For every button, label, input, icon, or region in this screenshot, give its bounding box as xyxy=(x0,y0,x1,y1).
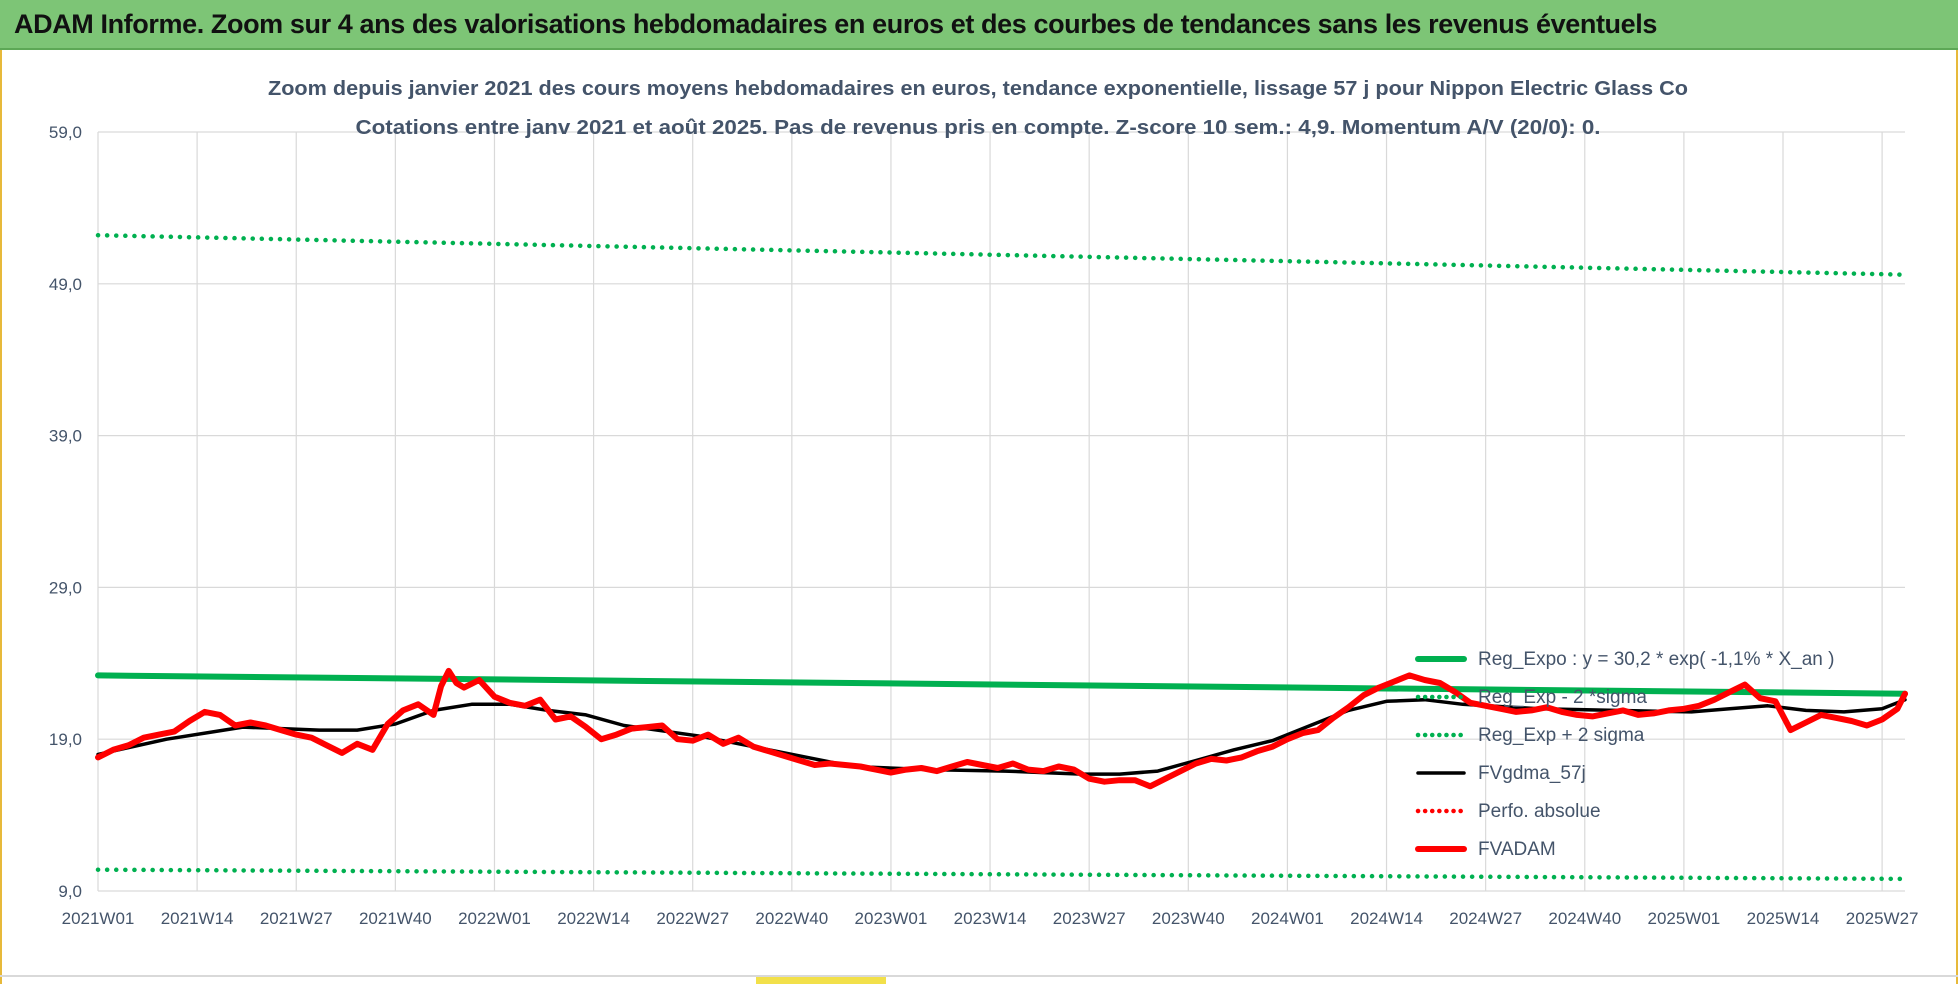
x-tick-label: 2024W14 xyxy=(1350,909,1423,928)
x-tick-label: 2021W01 xyxy=(62,909,135,928)
x-tick-label: 2025W14 xyxy=(1747,909,1820,928)
chart-frame-bottom xyxy=(0,975,1958,977)
x-tick-label: 2023W14 xyxy=(954,909,1027,928)
x-tick-label: 2024W40 xyxy=(1548,909,1621,928)
report-banner: ADAM Informe. Zoom sur 4 ans des valoris… xyxy=(0,0,1958,50)
chart-title: Zoom depuis janvier 2021 des cours moyen… xyxy=(268,78,1688,100)
series-line-reg_exp-1 xyxy=(95,867,1908,882)
x-tick-label: 2022W27 xyxy=(656,909,729,928)
x-tick-label: 2023W27 xyxy=(1053,909,1126,928)
legend-label: FVADAM xyxy=(1478,839,1556,860)
y-tick-label: 59,0 xyxy=(49,123,82,142)
chart-subtitle: Cotations entre janv 2021 et août 2025. … xyxy=(356,117,1601,139)
y-tick-label: 9,0 xyxy=(58,882,82,901)
line-chart: Zoom depuis janvier 2021 des cours moyen… xyxy=(49,78,1919,928)
scroll-marker xyxy=(756,977,886,984)
x-tick-label: 2022W01 xyxy=(458,909,531,928)
y-tick-label: 19,0 xyxy=(49,730,82,749)
y-tick-label: 29,0 xyxy=(49,578,82,597)
x-tick-label: 2025W01 xyxy=(1647,909,1720,928)
y-tick-label: 49,0 xyxy=(49,275,82,294)
x-tick-label: 2023W40 xyxy=(1152,909,1225,928)
x-tick-label: 2024W01 xyxy=(1251,909,1324,928)
x-tick-label: 2022W14 xyxy=(557,909,630,928)
legend-label: Reg_Exp - 2 *sigma xyxy=(1478,687,1647,708)
x-tick-label: 2021W14 xyxy=(161,909,234,928)
legend-label: Reg_Expo : y = 30,2 * exp( -1,1% * X_an … xyxy=(1478,649,1834,670)
report-banner-title: ADAM Informe. Zoom sur 4 ans des valoris… xyxy=(14,9,1657,39)
series-line-reg_exp-2 xyxy=(95,232,1908,277)
legend-label: FVgdma_57j xyxy=(1478,763,1586,784)
x-tick-label: 2023W01 xyxy=(855,909,928,928)
y-axis-ticks: 9,0 19,0 29,0 39,0 49,0 59,0 xyxy=(49,123,82,901)
x-tick-label: 2021W27 xyxy=(260,909,333,928)
y-tick-label: 39,0 xyxy=(49,427,82,446)
chart-legend: Reg_Expo : y = 30,2 * exp( -1,1% * X_an … xyxy=(1415,649,1834,860)
legend-label: Reg_Exp + 2 sigma xyxy=(1478,725,1645,746)
x-tick-label: 2021W40 xyxy=(359,909,432,928)
legend-label: Perfo. absolue xyxy=(1478,801,1601,822)
x-tick-label: 2025W27 xyxy=(1846,909,1919,928)
series-lines xyxy=(95,232,1908,882)
series-line-reg_expo-0 xyxy=(95,672,1908,697)
x-tick-label: 2024W27 xyxy=(1449,909,1522,928)
series-line-fvadam-5 xyxy=(95,667,1908,790)
x-tick-label: 2022W40 xyxy=(755,909,828,928)
x-axis-ticks: 2021W01 2021W14 2021W27 2021W40 2022W01 2022W… xyxy=(62,909,1919,928)
gridlines xyxy=(97,131,1905,892)
